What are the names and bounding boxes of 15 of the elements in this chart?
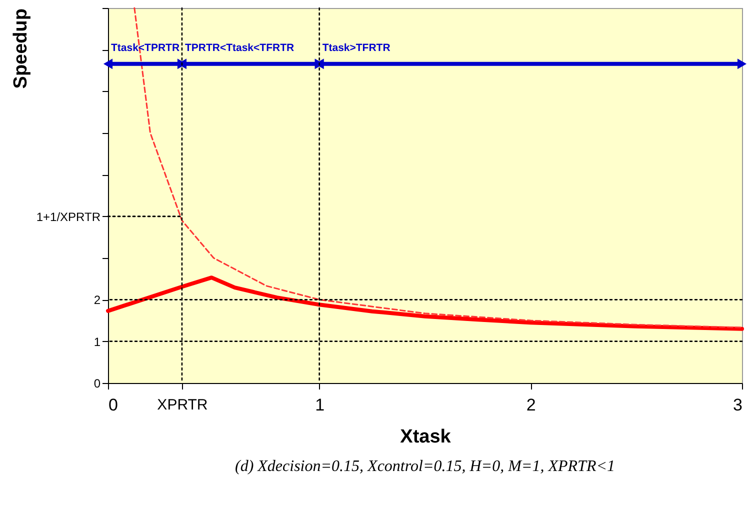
y-tick-label: 1 [94, 334, 101, 349]
x-tick-label: XPRTR [157, 396, 208, 414]
y-tick-label: 0 [94, 376, 101, 390]
y-tick-label: 2 [94, 293, 101, 308]
x-tick-label: 3 [733, 396, 742, 414]
series-label: Ttask>TFRTR [322, 42, 391, 54]
text: (d) Xdecision=0.15, Xcontrol=0.15, H=0, M=1, XPRTR<1 [234, 458, 616, 475]
x-tick-label: 1 [315, 396, 325, 414]
x-tick-label: 0 [108, 396, 118, 414]
y-tick-label: 1+1/XPRTR [36, 210, 101, 224]
x-tick-label: 2 [526, 396, 536, 414]
x-axis-title: Xtask [400, 426, 452, 448]
series-label: Ttask<TPRTR [111, 42, 180, 54]
y-axis-title: Speedup [10, 8, 32, 89]
series-label: TPRTR<Ttask<TFRTR [184, 42, 294, 54]
